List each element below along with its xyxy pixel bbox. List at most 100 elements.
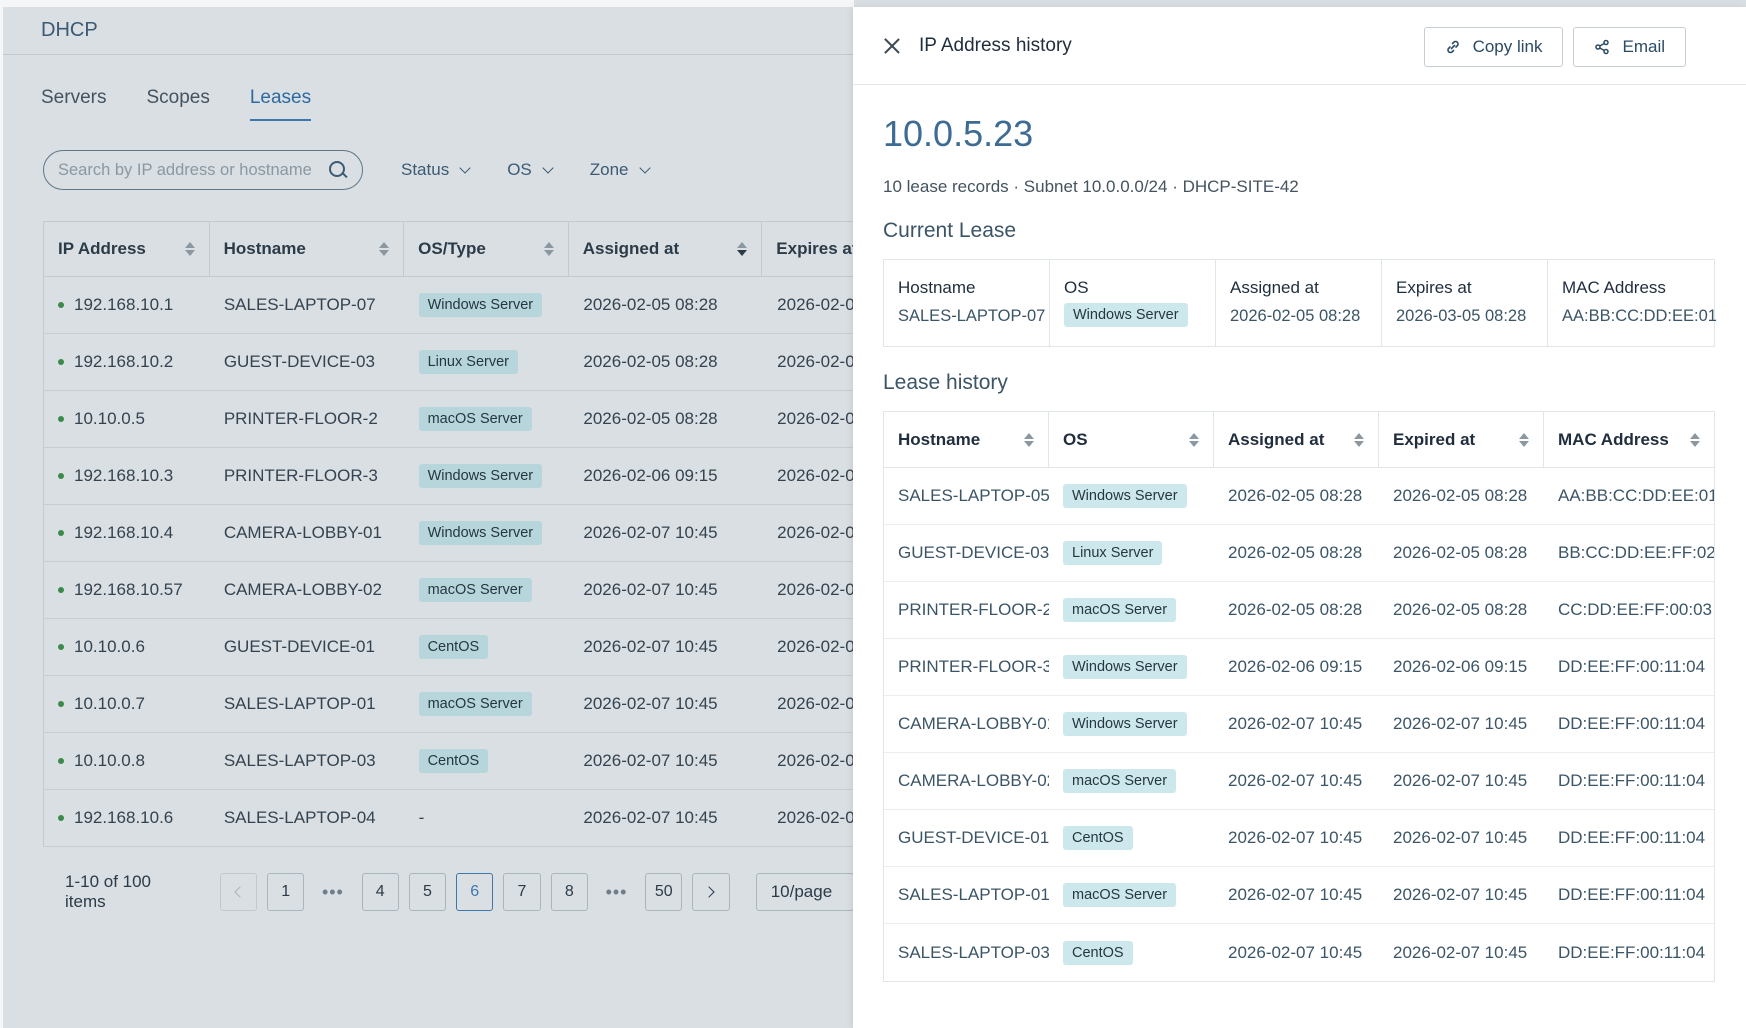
status-filter[interactable]: Status [401, 160, 471, 180]
pagination-info: 1-10 of 100 items [65, 872, 152, 911]
expires-cell: 2026-02-0 [777, 295, 854, 314]
assigned-cell: 2026-02-05 08:28 [583, 295, 718, 314]
sort-icon[interactable] [1189, 431, 1199, 449]
hostname-cell: SALES-LAPTOP-01 [898, 885, 1049, 904]
status-dot [58, 473, 64, 479]
pagination-ellipsis[interactable]: ••• [321, 881, 344, 902]
hostname-cell: CAMERA-LOBBY-02 [223, 580, 382, 599]
table-row[interactable]: 192.168.10.1 SALES-LAPTOP-07 Windows Serve… [43, 277, 854, 334]
column-header-assigned[interactable]: Assigned at [569, 222, 763, 276]
sort-icon[interactable] [737, 240, 748, 258]
os-filter[interactable]: OS [507, 160, 554, 180]
tab-servers[interactable]: Servers [41, 87, 107, 108]
mac-cell: DD:EE:FF:00:11:04 [1558, 885, 1706, 904]
status-dot [58, 530, 64, 536]
tab-scopes[interactable]: Scopes [146, 87, 210, 108]
assigned-cell: 2026-02-07 10:45 [1228, 771, 1363, 790]
expires-cell: 2026-02-0 [777, 409, 854, 428]
page-size-select[interactable]: 10/page [755, 873, 854, 911]
column-header-mac[interactable]: MAC Address [1544, 412, 1714, 467]
copy-link-button[interactable]: Copy link [1423, 27, 1564, 67]
link-icon [1446, 40, 1459, 54]
next-page-button[interactable] [692, 873, 730, 911]
table-row[interactable]: 192.168.10.4 CAMERA-LOBBY-01 Windows Serve… [43, 505, 854, 562]
table-row[interactable]: 192.168.10.3 PRINTER-FLOOR-3 Windows Serve… [43, 448, 854, 505]
expired-cell: 2026-02-07 10:45 [1393, 942, 1528, 962]
os-cell: macOS Server [1049, 769, 1214, 793]
prev-page-button[interactable] [219, 873, 257, 911]
os-cell: macOS Server [405, 578, 570, 602]
pagination: 1-10 of 100 items 1 ••• 4 5 6 7 8 ••• 50… [43, 872, 854, 912]
table-row[interactable]: 10.10.0.6 GUEST-DEVICE-01 CentOS 2026-02-07… [43, 619, 854, 676]
tab-leases[interactable]: Leases [249, 87, 312, 121]
os-cell: - [418, 808, 425, 827]
sort-icon[interactable] [1354, 431, 1364, 449]
sort-icon[interactable] [1519, 431, 1529, 449]
column-header-os[interactable]: OS/Type [404, 222, 569, 276]
close-icon[interactable] [883, 37, 901, 55]
drawer-header: IP Address history Copy link Email [853, 7, 1746, 85]
os-badge: CentOS [1063, 826, 1133, 850]
status-dot [58, 302, 64, 308]
ip-cell: 10.10.0.8 [44, 751, 210, 771]
page-button[interactable]: 4 [361, 873, 399, 911]
table-row: SALES-LAPTOP-01 macOS Server 2026-02-07 10… [884, 867, 1714, 924]
os-badge: Windows Server [1064, 303, 1188, 327]
column-header-ip[interactable]: IP Address [44, 222, 210, 276]
pagination-ellipsis[interactable]: ••• [605, 881, 628, 902]
page-button[interactable]: 7 [503, 873, 541, 911]
column-header-hostname[interactable]: Hostname [884, 412, 1049, 467]
mac-cell: AA:BB:CC:DD:EE:01 [1558, 486, 1714, 505]
os-cell: Windows Server [1049, 712, 1214, 736]
mac-cell: DD:EE:FF:00:11:04 [1558, 828, 1706, 847]
column-header-assigned[interactable]: Assigned at [1214, 412, 1379, 467]
ip-cell: 192.168.10.6 [44, 808, 210, 828]
assigned-cell: 2026-02-05 08:28 [1228, 600, 1363, 619]
os-cell: CentOS [1049, 940, 1214, 965]
current-os: OS Windows Server [1050, 260, 1216, 346]
status-dot [58, 587, 64, 593]
column-header-hostname[interactable]: Hostname [210, 222, 405, 276]
zone-filter[interactable]: Zone [589, 160, 651, 180]
search-input[interactable]: Search by IP address or hostname [43, 150, 363, 190]
chevron-down-icon [542, 161, 554, 174]
drawer-actions: Copy link Email [1423, 27, 1686, 67]
os-cell: Linux Server [1049, 541, 1214, 565]
expires-cell: 2026-02-0 [777, 637, 854, 656]
sort-icon[interactable] [379, 240, 390, 258]
sort-icon[interactable] [1690, 431, 1700, 449]
tab-bar: Servers Scopes Leases [3, 87, 854, 121]
mac-cell: BB:CC:DD:EE:FF:02 [1558, 543, 1714, 562]
page-button[interactable]: 1 [267, 873, 305, 911]
table-row[interactable]: 10.10.0.7 SALES-LAPTOP-01 macOS Server 2026… [43, 676, 854, 733]
page-button[interactable]: 5 [408, 873, 447, 911]
page-button[interactable]: 50 [645, 873, 683, 911]
email-button[interactable]: Email [1573, 27, 1686, 67]
zone-filter-label: Zone [589, 160, 629, 179]
hostname-cell: CAMERA-LOBBY-01 [223, 523, 382, 542]
os-filter-label: OS [507, 160, 532, 179]
mac-cell: DD:EE:FF:00:11:04 [1558, 942, 1706, 962]
expired-cell: 2026-02-07 10:45 [1393, 828, 1528, 847]
sort-icon[interactable] [1024, 431, 1034, 449]
lease-history-title: Lease history [883, 371, 1008, 394]
column-header-expires[interactable]: Expires at [776, 239, 854, 258]
sort-icon[interactable] [184, 240, 195, 258]
column-header-os[interactable]: OS [1049, 412, 1214, 467]
table-row[interactable]: 10.10.0.5 PRINTER-FLOOR-2 macOS Server 2026… [43, 391, 854, 448]
expires-cell: 2026-02-0 [777, 580, 854, 599]
current-mac: MAC Address AA:BB:CC:DD:EE:01 [1562, 278, 1717, 325]
table-row[interactable]: 192.168.10.57 CAMERA-LOBBY-02 macOS Server… [43, 562, 854, 619]
table-row[interactable]: 10.10.0.8 SALES-LAPTOP-03 CentOS 2026-02-07… [43, 733, 854, 790]
hostname-cell: PRINTER-FLOOR-3 [898, 657, 1049, 676]
page-button[interactable]: 8 [550, 873, 588, 911]
search-placeholder: Search by IP address or hostname [58, 160, 312, 179]
table-row[interactable]: 192.168.10.6 SALES-LAPTOP-04 - 2026-02-07 1… [43, 790, 854, 847]
column-header-expired[interactable]: Expired at [1379, 412, 1544, 467]
table-row[interactable]: 192.168.10.2 GUEST-DEVICE-03 Linux Server 2… [43, 334, 854, 391]
ip-cell: 192.168.10.4 [44, 523, 210, 543]
search-icon[interactable] [328, 160, 348, 180]
page-button-current[interactable]: 6 [456, 873, 494, 911]
sort-icon[interactable] [543, 240, 554, 258]
status-dot [58, 416, 64, 422]
